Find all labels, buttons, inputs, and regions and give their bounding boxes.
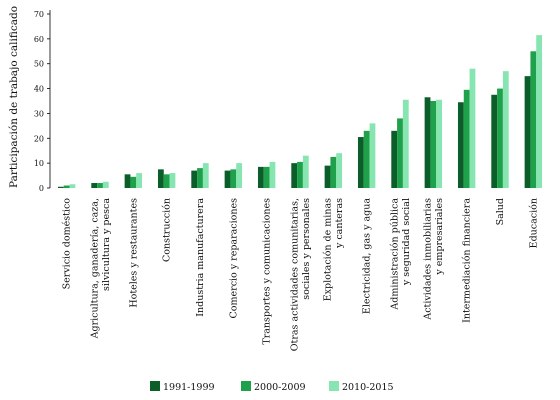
- category-label: Administración pública: [389, 198, 400, 311]
- legend-label: 2010-2015: [342, 382, 394, 393]
- category-label: Educación: [528, 198, 539, 248]
- bar: [197, 168, 203, 188]
- bar: [491, 94, 498, 188]
- category-label: Transportes y comunicaciones: [262, 198, 273, 345]
- category-labels: Servicio doméstico Agricultura, ganadería…: [62, 198, 540, 352]
- y-axis-label: Participación de trabajo calificado: [8, 6, 20, 188]
- bar: [257, 166, 264, 188]
- category-label: Hoteles y restaurantes: [128, 198, 139, 308]
- bar: [324, 165, 331, 188]
- legend-label: 2000-2009: [254, 382, 306, 393]
- chart-bars: [57, 35, 543, 189]
- bar: [336, 153, 343, 188]
- category-label: sociales y personales: [301, 198, 312, 300]
- bar: [357, 137, 364, 188]
- bar: [302, 155, 309, 188]
- category-label: Construcción: [162, 198, 173, 262]
- category-label: y seguridad social: [401, 198, 412, 286]
- bar: [330, 156, 337, 188]
- y-tick-label: 0: [39, 184, 44, 193]
- legend-swatch: [241, 381, 251, 391]
- legend-label: 1991-1999: [163, 382, 215, 393]
- y-tick-label: 30: [34, 109, 44, 118]
- category-label: Comercio y reparaciones: [228, 198, 239, 319]
- category-label: Intermediación financiera: [462, 198, 473, 323]
- bar: [502, 71, 509, 188]
- bar: [457, 102, 464, 188]
- bar: [230, 169, 237, 188]
- category-label: y empresariales: [434, 198, 445, 276]
- bar: [297, 161, 303, 188]
- chart-legend: 1991-1999 2000-2009 2010-2015: [150, 381, 394, 393]
- bar: [391, 130, 398, 188]
- bar: [363, 130, 370, 188]
- y-tick-label: 50: [34, 60, 44, 69]
- category-label: Actividades inmobiliarias: [423, 198, 434, 321]
- bar: [163, 174, 170, 188]
- y-tick-label: 60: [34, 35, 44, 44]
- legend-swatch: [329, 381, 339, 391]
- bar: [269, 161, 276, 188]
- bar: [130, 176, 137, 188]
- category-label: Explotación de minas: [323, 198, 334, 301]
- category-label: Otras actividades comunitarias,: [289, 198, 300, 351]
- bar: [202, 163, 209, 188]
- bar: [97, 183, 103, 188]
- bar: [63, 185, 70, 188]
- bar: [291, 163, 298, 188]
- category-label: Salud: [495, 198, 506, 225]
- category-label: Agricultura, ganadería, caza,: [89, 198, 100, 339]
- bar: [169, 173, 176, 188]
- chart-axes: 0 10 20 30 40 50 60 70: [34, 10, 51, 193]
- bar: [91, 183, 98, 188]
- bar: [536, 35, 543, 188]
- bar: [57, 186, 64, 188]
- legend-swatch: [150, 381, 160, 391]
- bar: [136, 173, 143, 188]
- bar: [157, 169, 164, 188]
- bar: [102, 181, 109, 188]
- bar: [263, 166, 270, 188]
- bar: [191, 170, 198, 188]
- bar: [397, 118, 403, 188]
- bar: [497, 88, 503, 188]
- bar: [224, 170, 231, 188]
- bar: [469, 68, 476, 188]
- bar: [424, 97, 431, 188]
- category-label: Electricidad, gas y agua: [362, 198, 373, 314]
- bar: [430, 101, 437, 188]
- bar: [402, 99, 409, 188]
- bar: [530, 51, 537, 189]
- bar: [69, 184, 76, 188]
- bar: [236, 163, 243, 188]
- bar: [524, 76, 531, 188]
- category-label: silvicultura y pesca: [101, 198, 112, 291]
- category-label: Industria manufacturera: [195, 198, 206, 317]
- bar: [436, 99, 443, 188]
- category-label: Servicio doméstico: [62, 198, 73, 290]
- bar: [369, 123, 376, 188]
- bar: [124, 174, 131, 188]
- category-label: y canteras: [334, 198, 345, 249]
- y-tick-label: 40: [34, 85, 44, 94]
- y-tick-label: 20: [34, 134, 44, 143]
- bar: [463, 89, 470, 188]
- y-tick-label: 10: [34, 159, 44, 168]
- y-tick-label: 70: [34, 10, 44, 19]
